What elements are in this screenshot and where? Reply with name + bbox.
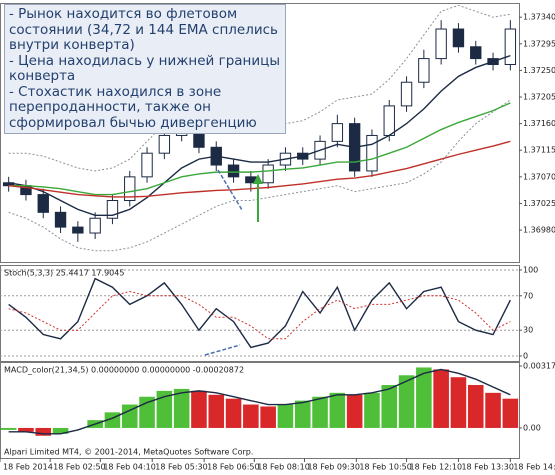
- x-tick-label: 18 Feb 05:30: [155, 463, 207, 472]
- histogram-bar: [277, 404, 294, 428]
- annotation-line: - Стохастик находился в зоне: [9, 83, 222, 100]
- y-tick-label: 0.00: [523, 423, 541, 432]
- annotation-line: внутри конверта): [9, 37, 135, 53]
- histogram-bar: [502, 398, 519, 428]
- histogram-bar: [225, 398, 242, 428]
- y-tick-label: 1.37340: [523, 13, 555, 22]
- indicator-line: [8, 99, 511, 252]
- annotation-line: состоянии (34,72 и 144 EMA сплелись: [9, 21, 279, 38]
- y-tick-label: 1.37205: [523, 93, 555, 102]
- copyright: Alpari Limited MT4, © 2001-2014, MetaQuo…: [4, 448, 253, 457]
- annotation-line: сформировал бычью дивергенцию: [9, 114, 257, 131]
- y-tick-label: 70: [523, 291, 533, 300]
- histogram-bar: [381, 385, 398, 428]
- y-tick-label: 1.37070: [523, 172, 555, 181]
- annotation-box: - Рынок находится во флетовом состоянии (…: [4, 4, 286, 134]
- indicator-line: [8, 290, 511, 340]
- y-tick-label: 0: [523, 352, 528, 361]
- histogram-bar: [121, 404, 138, 428]
- histogram-bar: [364, 392, 380, 428]
- y-tick-label: 1.37295: [523, 39, 555, 48]
- y-tick-label: 30: [523, 326, 533, 335]
- x-tick-label: 18 Feb 08:10: [257, 463, 309, 472]
- histogram-bar: [398, 375, 415, 428]
- indicator-line: [8, 4, 511, 172]
- y-tick-label: 0.003174: [523, 362, 555, 371]
- histogram-bar: [416, 367, 432, 428]
- divergence-line: [204, 344, 241, 356]
- y-tick-label: 100: [523, 265, 538, 274]
- histogram-bar: [312, 396, 328, 428]
- histogram-bar: [260, 406, 276, 428]
- panel-title: Stoch(5,3,3) 25.4417 17.9045: [4, 269, 124, 278]
- candle-body: [54, 211, 67, 228]
- candle-body: [141, 152, 153, 178]
- y-tick-label: 1.37250: [523, 66, 555, 75]
- candle-body: [418, 58, 430, 83]
- x-tick-label: 18 Feb 13:30: [461, 463, 513, 472]
- histogram-bar: [329, 392, 346, 428]
- candle-body: [383, 105, 395, 136]
- histogram-bar: [243, 404, 259, 428]
- histogram-bar: [173, 388, 190, 428]
- annotation-line: конверта: [9, 68, 76, 84]
- candle-body: [89, 217, 101, 234]
- histogram-bar: [18, 427, 34, 432]
- indicator-line: [8, 277, 511, 349]
- indicator-line: [8, 140, 511, 198]
- candle-body: [124, 176, 136, 202]
- panel: [0, 265, 520, 362]
- candle-body: [470, 46, 482, 60]
- histogram-bar: [485, 392, 501, 428]
- histogram-bar: [433, 369, 449, 428]
- x-tick-label: 18 Feb 06:50: [207, 463, 259, 472]
- candle-body: [366, 134, 378, 172]
- histogram-bar: [191, 390, 207, 428]
- histogram-bar: [52, 427, 69, 434]
- x-tick-label: 18 Feb 14:50: [513, 463, 555, 472]
- y-tick-label: 1.37025: [523, 199, 555, 208]
- x-tick-label: 18 Feb 04:10: [103, 463, 155, 472]
- histogram-bar: [294, 400, 311, 428]
- indicator-line: [8, 368, 511, 435]
- candle-body: [262, 164, 274, 184]
- candle-body: [158, 134, 171, 154]
- candle-body: [400, 81, 413, 107]
- panel: [0, 362, 520, 459]
- candle-body: [37, 194, 49, 213]
- candle-body: [452, 28, 465, 48]
- x-tick-label: 18 Feb 02:50: [53, 463, 105, 472]
- candle-body: [227, 164, 240, 178]
- histogram-bar: [346, 394, 363, 428]
- histogram-bar: [208, 394, 225, 428]
- histogram-bar: [450, 377, 467, 428]
- arrow-head: [253, 174, 263, 184]
- annotation-line: - Цена находилась у нижней границы: [9, 52, 280, 69]
- panel: [0, 3, 520, 263]
- candle-body: [72, 226, 84, 234]
- histogram-bar: [156, 390, 173, 428]
- annotation-line: перепроданности, также он: [9, 99, 211, 115]
- y-tick-label: 1.36980: [523, 226, 555, 235]
- candle-body: [331, 123, 344, 142]
- indicator-line: [8, 102, 511, 196]
- histogram-bar: [0, 427, 17, 430]
- annotation-line: - Рынок находится во флетовом: [9, 6, 238, 22]
- y-tick-label: 1.37160: [523, 119, 555, 128]
- histogram-bar: [467, 385, 484, 428]
- indicator-line: [8, 54, 511, 216]
- candle-body: [504, 28, 517, 65]
- divergence-line: [217, 169, 243, 211]
- x-tick-label: 18 Feb 12:10: [410, 463, 462, 472]
- histogram-bar: [35, 427, 52, 436]
- candle-body: [106, 200, 119, 219]
- x-tick-label: 18 Feb 09:30: [307, 463, 359, 472]
- candle-body: [435, 28, 447, 60]
- panel-title: MACD_color(21,34,5) 0.00000000 0.0000000…: [4, 366, 244, 375]
- y-tick-label: 1.37115: [523, 146, 555, 155]
- x-tick-label: 18 Feb 10:50: [359, 463, 411, 472]
- x-tick-label: 18 Feb 2014: [3, 463, 53, 472]
